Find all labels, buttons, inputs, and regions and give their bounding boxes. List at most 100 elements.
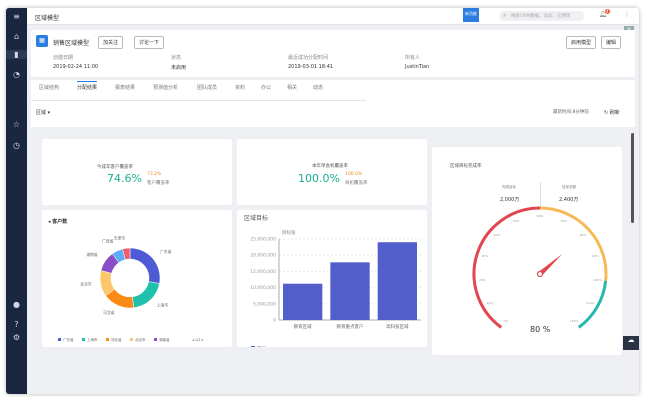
settings-icon[interactable]: ⚙ — [12, 333, 21, 342]
sidebar: ≡ ⌂ ▮ ◔ ☆ ◷ ● ? ⚙ — [6, 8, 27, 394]
x-tick-label: 高科技区域 — [386, 323, 409, 330]
gauge-arc-high — [577, 280, 608, 329]
tab-2[interactable]: 报表结果 — [115, 85, 136, 91]
legend-label: 上海市 — [87, 337, 98, 342]
last-assign-time: 2019-03-01 18:41 — [288, 64, 334, 70]
donut-title-text: 客户数 — [52, 219, 68, 225]
slice-label: 广西省 — [102, 239, 114, 244]
legend-swatch — [251, 346, 255, 347]
star-icon[interactable]: ☆ — [12, 120, 21, 129]
search-box[interactable]: ⌕ 搜索CRM数据、动态、应用等 — [499, 11, 584, 21]
updated-time: 最新时间:8分钟前 — [553, 110, 589, 115]
tab-5[interactable]: 资料 — [235, 85, 246, 91]
divider — [540, 182, 541, 208]
field-label: 所有人 — [405, 55, 421, 61]
gauge-tick-label: 100% — [593, 278, 602, 282]
pie-icon[interactable]: ◔ — [13, 70, 20, 79]
gauge-tick-label: 20% — [479, 278, 486, 282]
slice-label: 上海市 — [157, 302, 169, 307]
kpi-title: 今成年客户覆盖率 — [97, 165, 133, 170]
field-label: 最近成功分配时间 — [288, 55, 329, 61]
slice-label: 天津市 — [114, 235, 126, 240]
gauge-tick-label: 0% — [504, 319, 509, 323]
legend-swatch — [82, 338, 85, 341]
page-title: 区域模型 — [35, 15, 60, 22]
refresh-button[interactable]: ↻ 刷新 — [604, 110, 620, 116]
gauge-title: 区域目标完成率 — [450, 164, 482, 169]
bar-chart: 目标值 0 5,000,000 10,000,000 15,000,000 20,000,… — [250, 229, 421, 347]
y-tick-label: 25,000,000 — [250, 237, 276, 243]
x-tick-label: 教育区域 — [294, 323, 312, 330]
gauge-card: 区域目标完成率 完成目标 2,000万 目标总额 2,400万 0% 10% 20%… — [432, 147, 622, 355]
kpi-card-customer: 今成年客户覆盖率 74.6% 73.2% 客户覆盖率 — [42, 139, 232, 205]
kpi-value: 100.0% — [298, 172, 340, 185]
search-icon: ⌕ — [503, 12, 507, 19]
done-label: 完成目标 — [502, 185, 516, 189]
model-title: 销售区域模型 — [53, 40, 90, 47]
target-label: 目标总额 — [562, 185, 576, 189]
bar[interactable] — [377, 242, 417, 320]
donut-slice[interactable] — [129, 247, 161, 284]
avatar[interactable]: ● — [13, 300, 20, 309]
y-tick-label: 0 — [273, 318, 276, 324]
owner-link[interactable]: JustinTian — [405, 64, 430, 70]
scrollbar[interactable] — [631, 133, 634, 223]
apply-model-button[interactable]: 启用模型 — [566, 36, 597, 49]
tab-divider — [31, 100, 366, 101]
slice-label: 广东省 — [160, 249, 172, 254]
donut-title[interactable]: ◂ 客户数 — [48, 219, 68, 225]
kpi-sub-label: 商机覆盖率 — [345, 181, 368, 186]
tab-4[interactable]: 团队成员 — [197, 85, 218, 91]
kpi-sub-value: 73.2% — [147, 172, 162, 177]
bar-card: 区域目标 目标值 0 5,000,000 10,000,000 15,000,000 20… — [237, 210, 427, 347]
discuss-button[interactable]: 讨论一下 — [134, 36, 165, 49]
y-tick-label: 10,000,000 — [250, 285, 276, 291]
gauge-value: 80 % — [530, 325, 551, 334]
kpi-title: 本年单会机覆盖率 — [312, 164, 348, 169]
kpi-sub-value: 100.0% — [345, 172, 363, 177]
edit-button[interactable]: 编辑 — [601, 36, 622, 49]
kpi-sub-label: 客户覆盖率 — [147, 181, 170, 186]
gauge-needle — [538, 253, 563, 276]
legend-label: 北京市 — [135, 337, 146, 342]
gauge-tick-label: 110% — [586, 301, 595, 305]
kpi-card-opportunity: 本年单会机覆盖率 100.0% 100.0% 商机覆盖率 — [237, 139, 427, 205]
notification-count: 4 — [605, 9, 610, 14]
kpi-value: 74.6% — [107, 172, 142, 185]
help-icon[interactable]: ? — [14, 320, 19, 329]
chat-icon[interactable]: ☁ — [623, 336, 639, 350]
bell-icon[interactable]: 🔔︎ — [599, 11, 607, 18]
region-filter[interactable]: 区域 ▾ — [36, 110, 51, 116]
gauge-tick-label: 60% — [537, 214, 544, 218]
slice-label: 北京市 — [80, 281, 92, 286]
done-value: 2,000万 — [500, 197, 520, 203]
tab-1[interactable]: 分配结果 — [77, 81, 98, 91]
tab-6[interactable]: 办公 — [261, 85, 272, 91]
new-feature-badge[interactable]: 新功能 — [463, 8, 479, 22]
x-tick-label: 教育重点客户 — [337, 323, 364, 330]
follow-button[interactable]: 加关注 — [98, 36, 124, 49]
donut-slice[interactable] — [132, 281, 160, 309]
tab-0[interactable]: 区域结构 — [39, 85, 60, 91]
home-icon[interactable]: ⌂ — [13, 32, 20, 41]
tab-8[interactable]: 动态 — [313, 85, 324, 91]
status-value: 未启用 — [171, 65, 187, 71]
donut-slice[interactable] — [122, 247, 131, 260]
gauge-tick-label: 10% — [486, 301, 493, 305]
chart-icon[interactable]: ▮ — [6, 50, 27, 59]
field-label: 创建日期 — [53, 55, 74, 61]
gauge-tick-label: 40% — [494, 233, 501, 237]
y-tick-label: 20,000,000 — [250, 253, 276, 259]
tab-7[interactable]: 相关 — [287, 85, 298, 91]
bar[interactable] — [330, 262, 370, 320]
gauge-tick-label: 50% — [513, 219, 520, 223]
legend-label: 目标 — [257, 345, 266, 347]
tab-3[interactable]: 预测值分析 — [153, 85, 179, 91]
bar[interactable] — [283, 283, 323, 320]
model-icon: ▦ — [36, 35, 48, 47]
gauge-chart: 0% 10% 20% 30% 40% 50% 60% 70% 80% 90% 100% 110% 120… — [472, 206, 608, 329]
more-icon[interactable]: ⋮ — [624, 11, 630, 18]
clock-icon[interactable]: ◷ — [13, 141, 20, 150]
menu-icon[interactable]: ≡ — [13, 12, 20, 21]
